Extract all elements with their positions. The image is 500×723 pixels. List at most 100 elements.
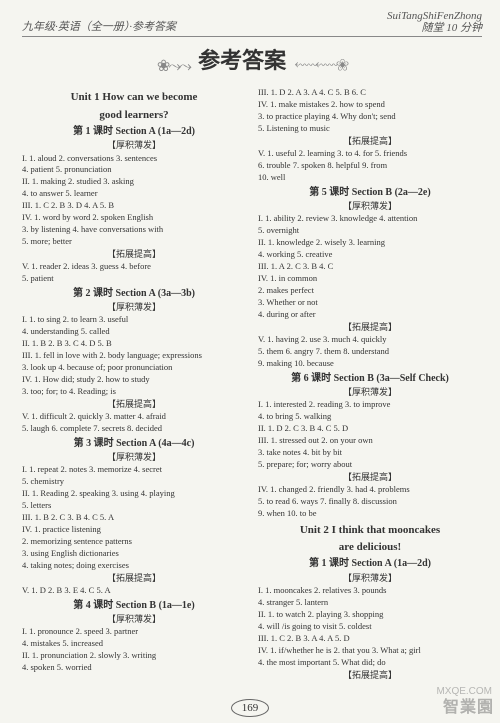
answer-line: 5. to read 6. ways 7. finally 8. discuss…: [258, 496, 482, 507]
content-columns: Unit 1 How can we become good learners? 第 …: [22, 87, 482, 682]
answer-line: I. 1. aloud 2. conversations 3. sentence…: [22, 153, 246, 164]
answer-line: 4. during or after: [258, 309, 482, 320]
answer-line: II. 1. D 2. C 3. B 4. C 5. D: [258, 423, 482, 434]
lesson-title: 第 2 课时 Section A (3a—3b): [22, 287, 246, 301]
answer-line: 4. mistakes 5. increased: [22, 638, 246, 649]
answer-line: V. 1. having 2. use 3. much 4. quickly: [258, 334, 482, 345]
section-sub-label: 【拓展提高】: [22, 398, 246, 410]
answer-line: II. 1. knowledge 2. wisely 3. learning: [258, 237, 482, 248]
section-sub-label: 【拓展提高】: [258, 669, 482, 681]
answer-line: IV. 1. if/whether he is 2. that you 3. W…: [258, 645, 482, 656]
answer-line: V. 1. reader 2. ideas 3. guess 4. before: [22, 261, 246, 272]
answer-line: 3. take notes 4. bit by bit: [258, 447, 482, 458]
answer-line: 3. Whether or not: [258, 297, 482, 308]
answer-line: V. 1. difficult 2. quickly 3. matter 4. …: [22, 411, 246, 422]
lesson-title: 第 3 课时 Section A (4a—4c): [22, 437, 246, 451]
answer-line: II. 1. to watch 2. playing 3. shopping: [258, 609, 482, 620]
answer-line: V. 1. useful 2. learning 3. to 4. for 5.…: [258, 148, 482, 159]
answer-line: III. 1. A 2. C 3. B 4. C: [258, 261, 482, 272]
header-right-cn: 随堂 10 分钟: [387, 22, 482, 34]
answer-line: II. 1. B 2. B 3. C 4. D 5. B: [22, 338, 246, 349]
section-sub-label: 【厚积薄发】: [258, 572, 482, 584]
answer-line: 3. by listening 4. have conversations wi…: [22, 224, 246, 235]
answer-line: 5. letters: [22, 500, 246, 511]
section-sub-label: 【厚积薄发】: [258, 386, 482, 398]
section-sub-label: 【拓展提高】: [22, 572, 246, 584]
answer-line: IV. 1. How did; study 2. how to study: [22, 374, 246, 385]
section-sub-label: 【拓展提高】: [258, 471, 482, 483]
banner-title: 参考答案: [192, 43, 292, 75]
section-sub-label: 【厚积薄发】: [22, 613, 246, 625]
title-banner: ❀⤳⤳ 参考答案 ⬳⬳❀: [22, 43, 482, 77]
unit-title: good learners?: [22, 108, 246, 123]
answer-line: 5. prepare; for; worry about: [258, 459, 482, 470]
lesson-title: 第 6 课时 Section B (3a—Self Check): [258, 372, 482, 386]
answer-line: 4. the most important 5. What did; do: [258, 657, 482, 668]
answer-line: II. 1. pronunciation 2. slowly 3. writin…: [22, 650, 246, 661]
header-right-pinyin: SuiTangShiFenZhong: [387, 10, 482, 22]
answer-line: 4. patient 5. pronunciation: [22, 164, 246, 175]
answer-line: 4. working 5. creative: [258, 249, 482, 260]
answer-line: 3. too; for; to 4. Reading; is: [22, 386, 246, 397]
answer-line: II. 1. Reading 2. speaking 3. using 4. p…: [22, 488, 246, 499]
answer-line: 4. understanding 5. called: [22, 326, 246, 337]
section-sub-label: 【拓展提高】: [258, 321, 482, 333]
answer-line: 4. spoken 5. worried: [22, 662, 246, 673]
answer-line: 3. to practice playing 4. Why don't; sen…: [258, 111, 482, 122]
section-sub-label: 【厚积薄发】: [258, 200, 482, 212]
lesson-title: 第 1 课时 Section A (1a—2d): [258, 557, 482, 571]
watermark-main: 智業園: [443, 693, 494, 717]
answer-line: III. 1. C 2. B 3. D 4. A 5. B: [22, 200, 246, 211]
answer-line: 5. more; better: [22, 236, 246, 247]
page-header: 九年级·英语（全一册）·参考答案 SuiTangShiFenZhong 随堂 1…: [22, 8, 482, 37]
answer-line: 4. to bring 5. walking: [258, 411, 482, 422]
answer-line: 5. overnight: [258, 225, 482, 236]
section-sub-label: 【拓展提高】: [22, 248, 246, 260]
lesson-title: 第 1 课时 Section A (1a—2d): [22, 125, 246, 139]
answer-line: 4. stranger 5. lantern: [258, 597, 482, 608]
page-number: 169: [231, 699, 269, 717]
answer-line: I. 1. mooncakes 2. relatives 3. pounds: [258, 585, 482, 596]
answer-line: II. 1. making 2. studied 3. asking: [22, 176, 246, 187]
answer-line: 5. them 6. angry 7. them 8. understand: [258, 346, 482, 357]
answer-line: 9. making 10. because: [258, 358, 482, 369]
right-column: III. 1. D 2. A 3. A 4. C 5. B 6. CIV. 1.…: [258, 87, 482, 682]
answer-line: I. 1. ability 2. review 3. knowledge 4. …: [258, 213, 482, 224]
unit-title: are delicious!: [258, 540, 482, 555]
answer-line: I. 1. to sing 2. to learn 3. useful: [22, 314, 246, 325]
answer-line: III. 1. C 2. B 3. A 4. A 5. D: [258, 633, 482, 644]
section-sub-label: 【厚积薄发】: [22, 301, 246, 313]
unit-title: Unit 1 How can we become: [22, 90, 246, 105]
ornament-left: ❀⤳⤳: [157, 56, 190, 76]
answer-line: 4. to answer 5. learner: [22, 188, 246, 199]
answer-line: 2. memorizing sentence patterns: [22, 536, 246, 547]
section-sub-label: 【拓展提高】: [258, 135, 482, 147]
answer-line: IV. 1. make mistakes 2. how to spend: [258, 99, 482, 110]
lesson-title: 第 5 课时 Section B (2a—2e): [258, 186, 482, 200]
answer-line: IV. 1. word by word 2. spoken English: [22, 212, 246, 223]
answer-line: IV. 1. in common: [258, 273, 482, 284]
answer-line: IV. 1. practice listening: [22, 524, 246, 535]
answer-line: 4. taking notes; doing exercises: [22, 560, 246, 571]
answer-line: 10. well: [258, 172, 482, 183]
answer-line: 3. look up 4. because of; poor pronuncia…: [22, 362, 246, 373]
answer-line: III. 1. B 2. C 3. B 4. C 5. A: [22, 512, 246, 523]
answer-line: 2. makes perfect: [258, 285, 482, 296]
answer-line: 5. Listening to music: [258, 123, 482, 134]
answer-line: I. 1. interested 2. reading 3. to improv…: [258, 399, 482, 410]
answer-line: I. 1. pronounce 2. speed 3. partner: [22, 626, 246, 637]
answer-line: V. 1. D 2. B 3. E 4. C 5. A: [22, 585, 246, 596]
answer-line: 3. using English dictionaries: [22, 548, 246, 559]
answer-line: 4. will /is going to visit 5. coldest: [258, 621, 482, 632]
section-sub-label: 【厚积薄发】: [22, 451, 246, 463]
answer-line: 5. laugh 6. complete 7. secrets 8. decid…: [22, 423, 246, 434]
answer-line: III. 1. D 2. A 3. A 4. C 5. B 6. C: [258, 87, 482, 98]
answer-line: III. 1. fell in love with 2. body langua…: [22, 350, 246, 361]
answer-line: III. 1. stressed out 2. on your own: [258, 435, 482, 446]
lesson-title: 第 4 课时 Section B (1a—1e): [22, 599, 246, 613]
answer-line: 6. trouble 7. spoken 8. helpful 9. from: [258, 160, 482, 171]
unit-title: Unit 2 I think that mooncakes: [258, 523, 482, 538]
answer-line: I. 1. repeat 2. notes 3. memorize 4. sec…: [22, 464, 246, 475]
answer-line: 5. patient: [22, 273, 246, 284]
page-container: 九年级·英语（全一册）·参考答案 SuiTangShiFenZhong 随堂 1…: [0, 0, 500, 690]
